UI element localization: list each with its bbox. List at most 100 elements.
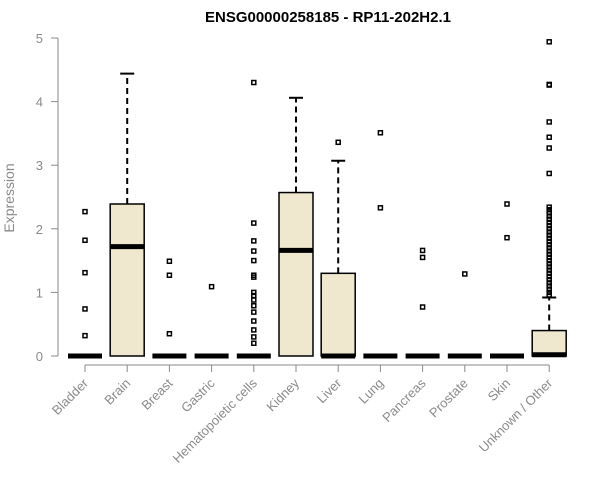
- outlier-point: [251, 289, 257, 296]
- outlier-point: [251, 257, 257, 264]
- y-tick-label: 0: [36, 349, 43, 364]
- outlier-point: [546, 270, 552, 277]
- outlier-point: [419, 254, 426, 261]
- outlier-point: [546, 222, 552, 229]
- outlier-point: [546, 119, 552, 125]
- y-tick-label: 3: [36, 158, 43, 173]
- outlier-point: [546, 229, 552, 235]
- outlier-point: [335, 139, 341, 146]
- x-tick-label: Kidney: [263, 375, 302, 414]
- chart-title: ENSG00000258185 - RP11-202H2.1: [205, 9, 451, 26]
- x-tick-label: Gastric: [178, 375, 218, 415]
- outlier-point: [546, 283, 552, 289]
- outlier-point: [546, 292, 552, 298]
- box-0: [68, 208, 102, 359]
- outlier-point: [546, 257, 552, 264]
- outlier-point: [546, 286, 552, 292]
- outlier-point: [251, 292, 257, 299]
- outlier-point: [546, 226, 552, 232]
- box-4: [236, 79, 271, 359]
- outlier-point: [82, 332, 88, 339]
- outlier-point: [546, 238, 552, 245]
- x-tick-label: Brain: [101, 376, 133, 408]
- outlier-point: [546, 170, 552, 177]
- y-axis: 0 1 2 3 4 5: [36, 31, 59, 364]
- y-tick-label: 2: [36, 222, 43, 237]
- outlier-point: [546, 82, 552, 88]
- outlier-point: [546, 273, 552, 280]
- outlier-point: [546, 267, 552, 273]
- outlier-point: [504, 201, 510, 207]
- x-tick-label: Bladder: [49, 375, 92, 418]
- box-6: [320, 139, 356, 359]
- box-rect: [531, 329, 567, 357]
- outlier-point: [82, 237, 88, 243]
- outlier-point: [546, 134, 552, 140]
- outlier-point: [251, 248, 257, 254]
- box-5: [278, 96, 314, 357]
- x-tick-label: Liver: [314, 375, 345, 406]
- outlier-point: [166, 330, 173, 337]
- outlier-point: [251, 309, 257, 315]
- outlier-point: [546, 216, 552, 223]
- outlier-point: [166, 258, 173, 264]
- outlier-point: [251, 274, 257, 280]
- y-tick-label: 1: [36, 285, 43, 300]
- outlier-point: [546, 219, 552, 226]
- outlier-point: [546, 232, 552, 238]
- outlier-point: [546, 206, 552, 213]
- outlier-point: [251, 220, 257, 226]
- outlier-point: [82, 306, 88, 312]
- outlier-point: [208, 283, 215, 290]
- outlier-point: [82, 269, 88, 276]
- y-tick-label: 5: [36, 31, 43, 46]
- box-rect: [109, 203, 145, 357]
- box-rect: [278, 191, 314, 357]
- outlier-point: [546, 39, 552, 45]
- outlier-point: [419, 247, 426, 254]
- outlier-point: [251, 297, 257, 303]
- x-tick-label: Pancreas: [379, 375, 429, 425]
- outlier-point: [546, 145, 552, 151]
- boxes-group: [68, 39, 567, 359]
- outlier-point: [504, 234, 510, 241]
- outlier-point: [251, 334, 257, 340]
- x-tick-label: Lung: [355, 376, 386, 407]
- outlier-point: [546, 210, 552, 216]
- outlier-point: [251, 340, 257, 347]
- outlier-point: [251, 327, 257, 333]
- box-rect: [320, 272, 356, 357]
- outlier-point: [546, 254, 552, 261]
- y-tick-label: 4: [36, 95, 43, 110]
- outlier-point: [546, 245, 552, 251]
- outlier-point: [251, 318, 257, 324]
- box-3: [194, 283, 229, 359]
- outlier-point: [377, 130, 384, 136]
- outlier-point: [251, 79, 257, 86]
- y-axis-label: Expression: [1, 163, 17, 232]
- box-2: [152, 258, 187, 359]
- outlier-point: [546, 280, 552, 286]
- x-tick-label: Unknown / Other: [476, 375, 556, 455]
- x-tick-label: Skin: [485, 376, 513, 404]
- outlier-point: [462, 271, 468, 277]
- outlier-point: [251, 238, 257, 244]
- x-tick-label: Prostate: [426, 376, 471, 421]
- outlier-point: [546, 264, 552, 270]
- box-1: [109, 72, 145, 357]
- box-9: [447, 271, 482, 359]
- outlier-point: [546, 213, 552, 219]
- box-10: [490, 201, 524, 359]
- box-8: [405, 247, 440, 359]
- outlier-point: [546, 235, 552, 242]
- box-7: [363, 130, 398, 359]
- box-11: [531, 39, 567, 358]
- x-tick-label: Breast: [138, 375, 175, 412]
- outlier-point: [377, 205, 384, 211]
- outlier-point: [546, 251, 552, 257]
- outlier-point: [546, 248, 552, 254]
- outlier-point: [251, 303, 257, 309]
